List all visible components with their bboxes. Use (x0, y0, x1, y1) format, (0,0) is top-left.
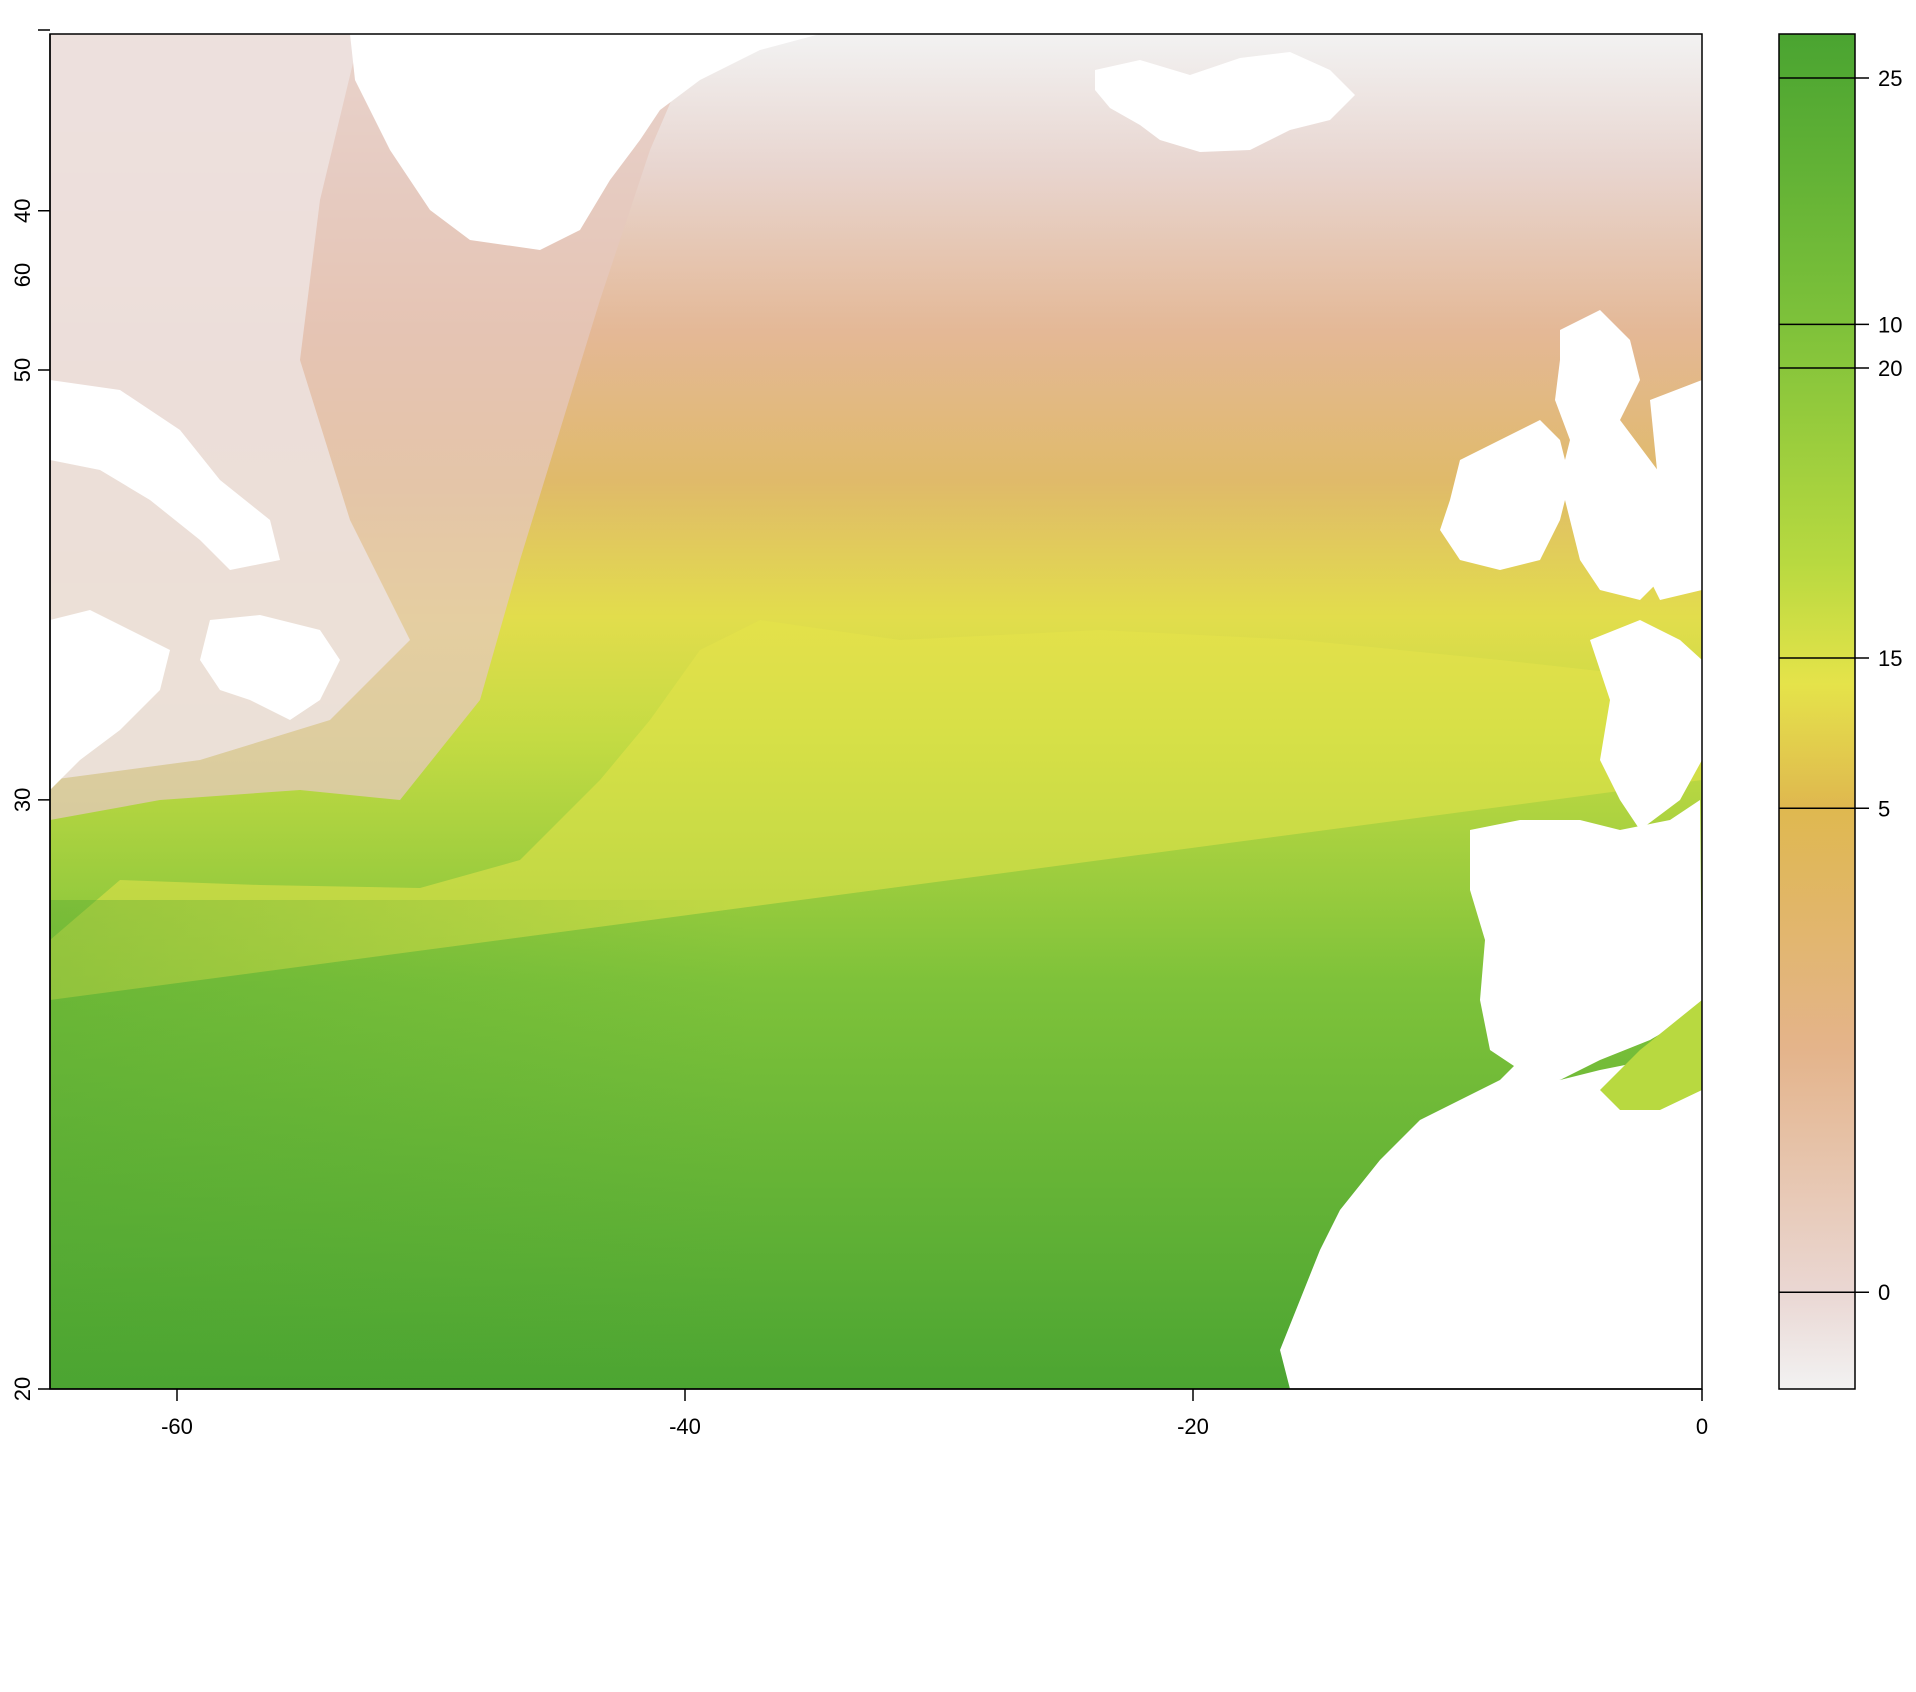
y-tick-label: 40 (10, 198, 35, 222)
land-europe-north (1640, 380, 1702, 600)
mediterranean-sea (1600, 1000, 1702, 1110)
y-tick-4: 50 (10, 358, 50, 382)
x-tick-label: -60 (161, 1414, 193, 1439)
map-plot-area (50, 34, 1702, 1389)
colorbar-tick-label: 10 (1878, 312, 1902, 337)
x-tick-2: -40 (669, 1389, 701, 1439)
y-tick-label: 60 (10, 263, 35, 287)
colorbar-legend: 0 5 10 15 20 25 (1778, 33, 1902, 1390)
x-tick-label: -40 (669, 1414, 701, 1439)
x-tick-4: 0 (1696, 1389, 1708, 1439)
colorbar-tick-label: 15 (1878, 646, 1902, 671)
colorbar-tick-20: 20 (1779, 356, 1902, 381)
y-tick-3: 40 (10, 198, 50, 223)
y-tick-label: 50 (10, 358, 35, 382)
y-tick-2: 30 (10, 788, 50, 812)
x-tick-1: -60 (161, 1389, 193, 1439)
y-tick-label: 20 (10, 1377, 35, 1401)
y-tick-1: 20 (10, 1377, 50, 1401)
colorbar-tick-label: 0 (1878, 1280, 1890, 1305)
y-axis: 20 30 40 50 60 (10, 29, 51, 1401)
y-tick-5: 60 (10, 29, 50, 287)
land-nova-scotia (50, 610, 170, 790)
colorbar-tick-15: 15 (1779, 646, 1902, 671)
land-british-isles (1440, 420, 1570, 570)
colorbar-tick-label: 25 (1878, 66, 1902, 91)
land-iberia (1470, 800, 1702, 1080)
colorbar-gradient (1778, 33, 1856, 1390)
cold-water-core (50, 34, 410, 780)
colorbar-tick-25: 25 (1779, 66, 1902, 91)
land-labrador-coast (50, 380, 280, 570)
land-newfoundland (200, 615, 340, 720)
land-iceland (1095, 52, 1355, 152)
colorbar-tick-5: 5 (1779, 796, 1890, 821)
colorbar-tick-label: 20 (1878, 356, 1902, 381)
x-tick-3: -20 (1177, 1389, 1209, 1439)
land-greenland-mask (50, 34, 820, 250)
land-france-bay (1590, 620, 1702, 830)
x-axis: -60 -40 -20 0 (50, 1388, 1708, 1439)
land-great-britain (1555, 310, 1680, 600)
land-africa (1280, 1060, 1702, 1389)
warm-water-west (50, 900, 750, 1389)
y-tick-label: 30 (10, 788, 35, 812)
colorbar-tick-label: 5 (1878, 796, 1890, 821)
x-tick-label: -20 (1177, 1414, 1209, 1439)
colorbar-tick-0: 0 (1779, 1280, 1890, 1305)
x-tick-label: 0 (1696, 1414, 1708, 1439)
colorbar-tick-10: 10 (1779, 312, 1902, 337)
